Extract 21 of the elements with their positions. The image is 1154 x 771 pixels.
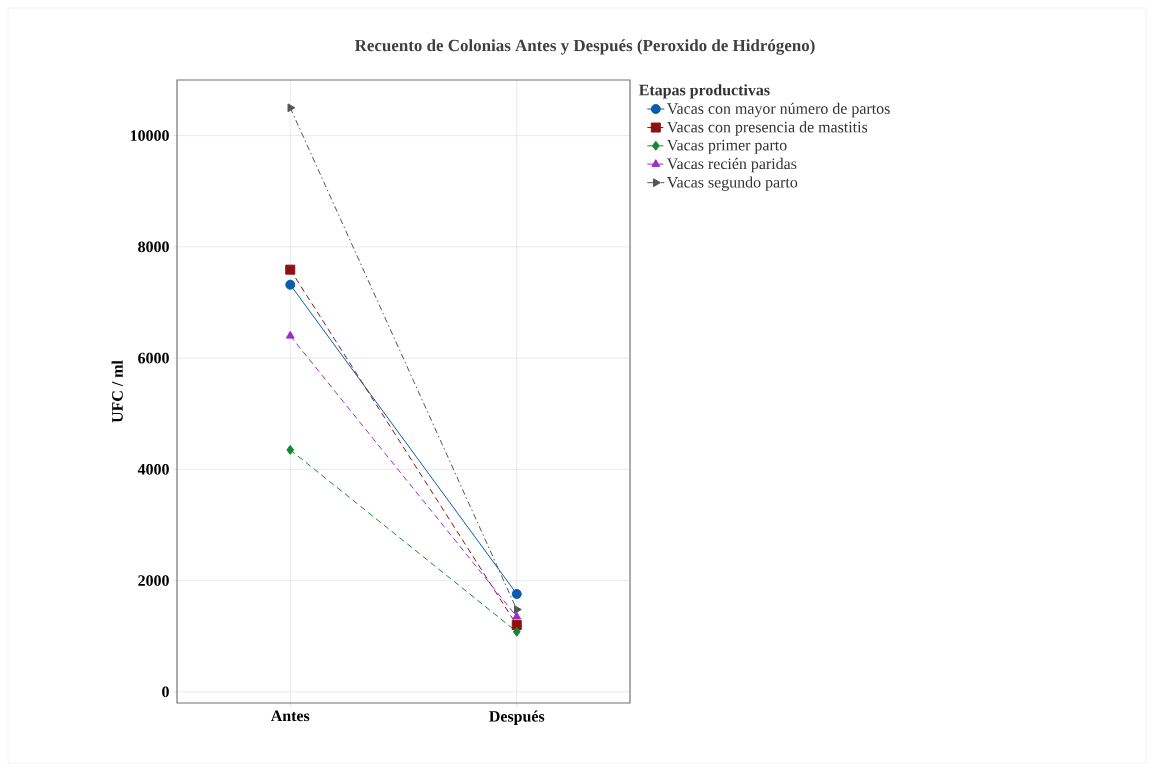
y-tick-label: 8000 (138, 241, 169, 253)
point (286, 444, 295, 455)
y-tick-label: 10000 (130, 130, 169, 141)
legend-label: Vacas con presencia de mastitis (666, 121, 868, 136)
point (511, 588, 522, 599)
chart-title: Recuento de Colonias Antes y Después (Peroxido de Hidrógeno) (354, 39, 815, 55)
legend-label: Vacas primer parto (666, 139, 787, 154)
x-tick-label: Antes (270, 710, 310, 722)
legend-title: Etapas productivas (639, 84, 770, 99)
y-axis-title: UFC / ml (111, 360, 123, 423)
point (285, 279, 296, 290)
legend-label: Vacas con mayor número de partos (666, 102, 890, 118)
y-tick-label: 6000 (138, 352, 169, 364)
legend-label: Vacas recién paridas (666, 157, 797, 173)
legend-label: Vacas segundo parto (666, 176, 798, 191)
point (285, 264, 296, 275)
y-tick-label: 2000 (138, 575, 169, 586)
point (512, 626, 521, 637)
x-tick-label: Después (489, 710, 545, 725)
y-tick-label: 4000 (137, 463, 169, 475)
y-tick-label: 0 (162, 686, 169, 698)
